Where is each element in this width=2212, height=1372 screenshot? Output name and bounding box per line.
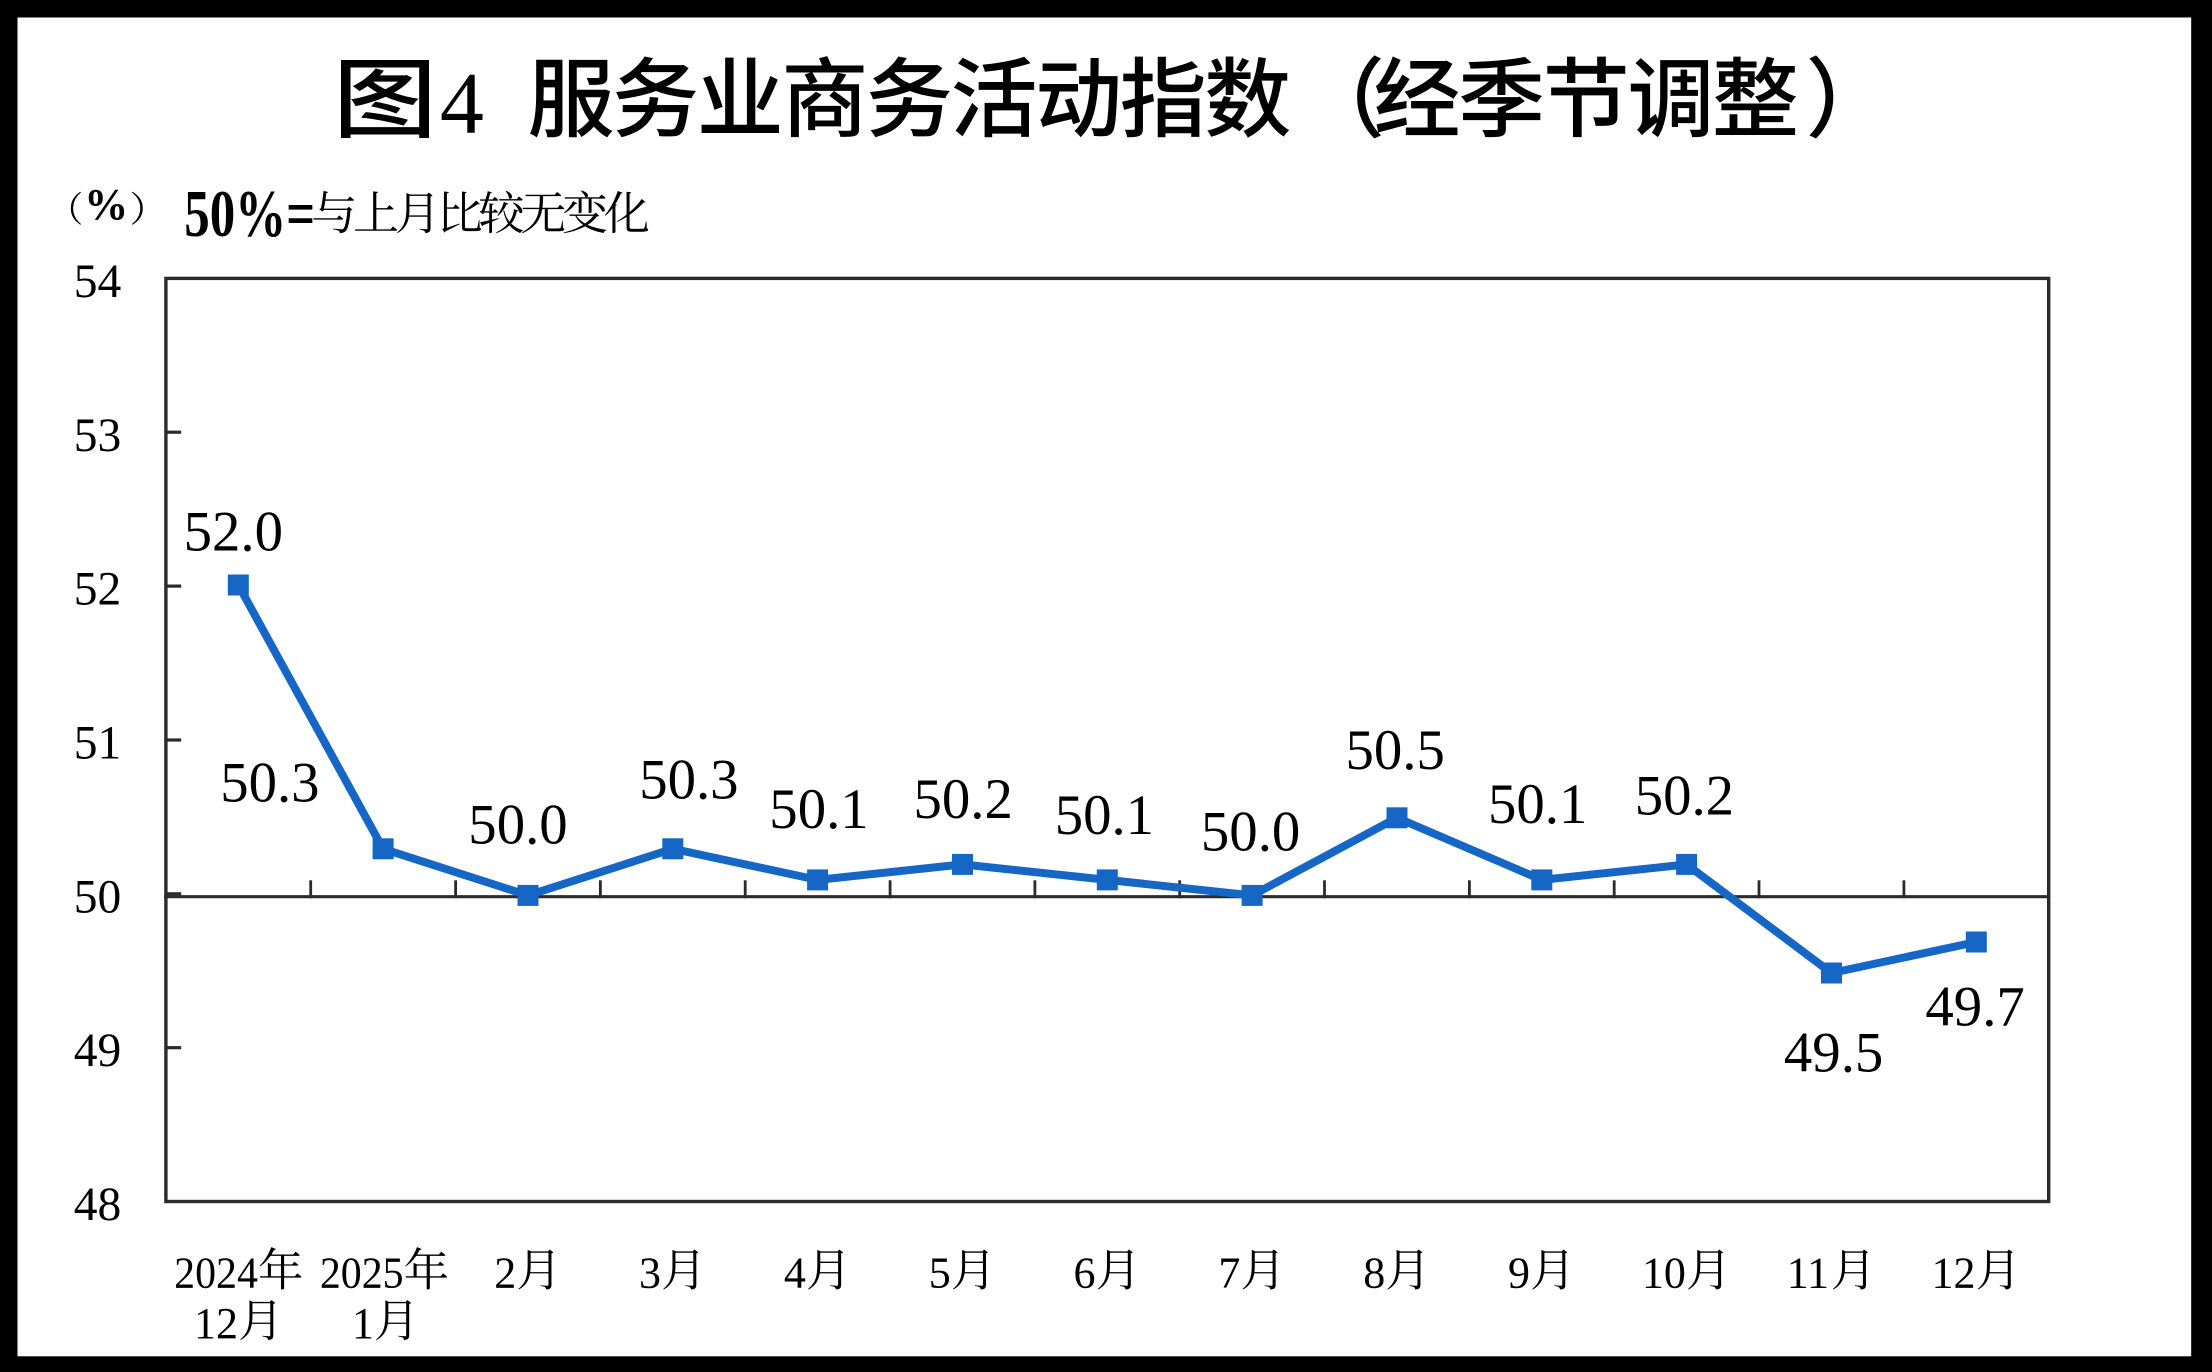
svg-text:9: 9 xyxy=(1508,1249,1530,1298)
svg-text:52: 52 xyxy=(74,564,122,616)
svg-text:4: 4 xyxy=(440,55,484,152)
svg-text:50.3: 50.3 xyxy=(639,749,738,812)
svg-text:50.0: 50.0 xyxy=(468,794,567,857)
svg-text:51: 51 xyxy=(74,717,122,769)
svg-text:52.0: 52.0 xyxy=(184,501,283,564)
svg-text:%: % xyxy=(84,180,128,229)
svg-text:1: 1 xyxy=(352,1299,374,1348)
svg-text:8: 8 xyxy=(1363,1249,1385,1298)
svg-text:3: 3 xyxy=(639,1249,661,1298)
svg-text:5: 5 xyxy=(929,1249,951,1298)
svg-text:7: 7 xyxy=(1218,1249,1240,1298)
svg-text:50.1: 50.1 xyxy=(1488,773,1587,836)
svg-text:2: 2 xyxy=(494,1249,516,1298)
svg-text:50%=: 50%= xyxy=(184,176,315,250)
svg-text:6: 6 xyxy=(1074,1249,1096,1298)
svg-text:2025: 2025 xyxy=(320,1250,404,1298)
svg-text:50.3: 50.3 xyxy=(220,752,319,815)
svg-text:11: 11 xyxy=(1787,1249,1829,1298)
svg-text:50.0: 50.0 xyxy=(1201,801,1300,864)
svg-text:4: 4 xyxy=(784,1249,806,1298)
svg-text:48: 48 xyxy=(74,1179,122,1231)
svg-text:53: 53 xyxy=(74,410,122,462)
svg-text:50.2: 50.2 xyxy=(913,768,1012,831)
svg-text:49.5: 49.5 xyxy=(1784,1021,1883,1084)
svg-text:50: 50 xyxy=(74,871,122,923)
svg-text:12: 12 xyxy=(1932,1249,1976,1298)
svg-text:50.5: 50.5 xyxy=(1345,719,1444,782)
svg-text:50.2: 50.2 xyxy=(1635,765,1734,828)
svg-text:2024: 2024 xyxy=(174,1250,258,1298)
svg-text:50.1: 50.1 xyxy=(1055,784,1154,847)
svg-text:10: 10 xyxy=(1642,1249,1686,1298)
svg-text:50.1: 50.1 xyxy=(769,778,868,841)
svg-text:12: 12 xyxy=(194,1299,238,1348)
svg-text:49: 49 xyxy=(74,1025,122,1077)
svg-text:49.7: 49.7 xyxy=(1925,975,2024,1038)
svg-text:54: 54 xyxy=(74,256,122,308)
